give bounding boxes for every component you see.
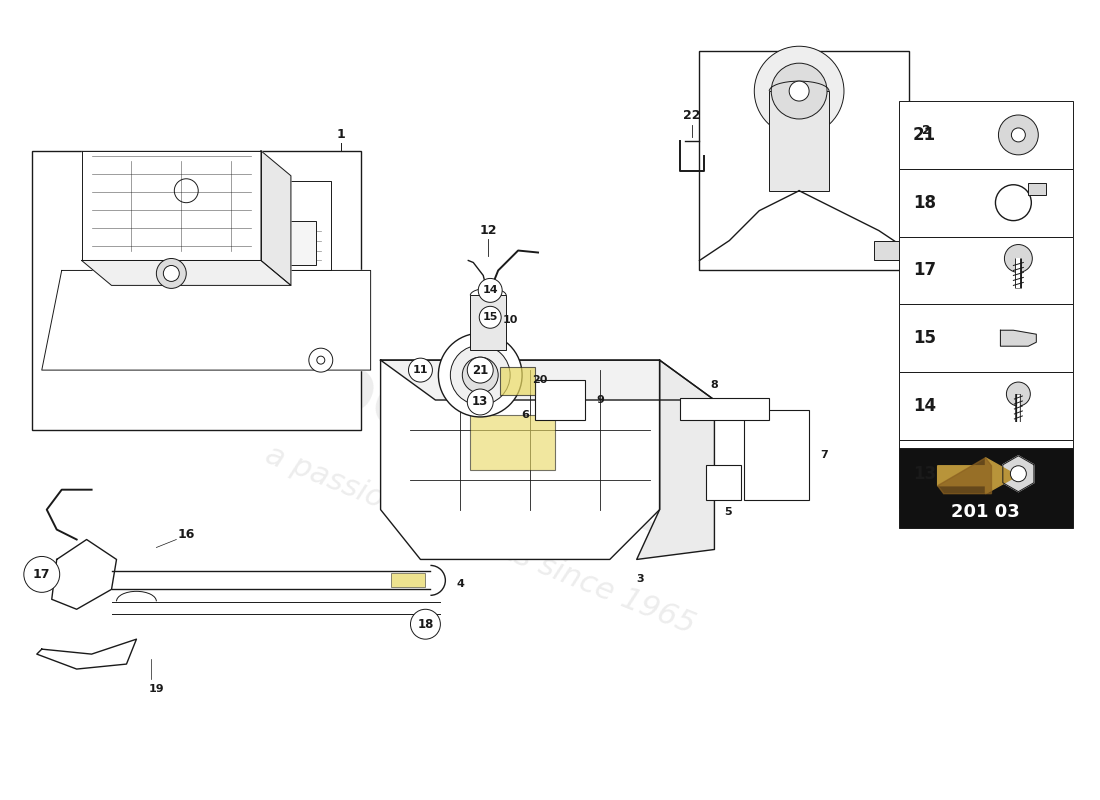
Text: 18: 18 [913,194,936,212]
Bar [471,295,506,350]
Text: eurocarparts: eurocarparts [178,291,722,569]
Bar [500,367,535,395]
Text: 8: 8 [711,380,718,390]
Polygon shape [1003,456,1034,492]
Text: 5: 5 [725,506,733,517]
Bar [390,574,426,587]
Circle shape [439,334,522,417]
Text: 14: 14 [913,397,936,415]
Bar [706,465,741,500]
Text: 9: 9 [596,395,604,405]
Polygon shape [111,181,331,270]
Polygon shape [42,270,371,370]
Text: 201 03: 201 03 [952,502,1020,521]
Polygon shape [52,539,117,610]
Text: 22: 22 [683,110,701,122]
Circle shape [468,357,493,383]
Bar [899,440,1074,508]
Polygon shape [381,360,660,559]
Text: 17: 17 [913,262,936,279]
Text: 7: 7 [821,450,828,460]
Text: 17: 17 [33,568,51,581]
Bar [899,169,1074,237]
Text: a passion for parts since 1965: a passion for parts since 1965 [261,440,700,639]
Circle shape [468,389,493,415]
Text: 18: 18 [417,618,433,630]
Polygon shape [381,360,714,400]
Bar [535,380,585,420]
Polygon shape [261,151,290,286]
Text: 11: 11 [412,365,428,375]
Text: 15: 15 [913,330,936,347]
Bar [769,91,829,190]
Bar [899,237,1074,304]
Text: 16: 16 [177,528,195,541]
Circle shape [462,357,498,393]
Circle shape [771,63,827,119]
Bar [899,304,1074,372]
Text: 21: 21 [472,364,488,377]
Text: 12: 12 [480,224,497,237]
Circle shape [410,610,440,639]
Bar [899,448,1074,527]
Text: 20: 20 [532,375,548,385]
Circle shape [478,278,503,302]
Bar [899,372,1074,440]
Text: 6: 6 [521,410,529,420]
Text: 10: 10 [503,315,518,326]
Circle shape [317,356,324,364]
Circle shape [480,306,502,328]
Circle shape [1006,382,1031,406]
Polygon shape [937,458,1018,494]
Text: 19: 19 [148,684,164,694]
Circle shape [789,81,810,101]
Circle shape [174,178,198,202]
Circle shape [1011,128,1025,142]
Text: 2: 2 [922,125,931,138]
Text: 13: 13 [913,465,936,482]
Text: 4: 4 [456,579,464,590]
Circle shape [164,169,208,213]
Bar [899,101,1074,169]
Bar [1028,182,1046,194]
Bar [261,221,316,266]
Bar [680,398,769,420]
Circle shape [1011,466,1026,482]
Polygon shape [937,458,991,494]
Bar [873,241,904,261]
Text: 13: 13 [472,395,488,409]
Bar [471,415,556,470]
Polygon shape [637,360,714,559]
Bar [745,410,810,500]
Text: 21: 21 [913,126,936,144]
Polygon shape [81,151,261,261]
Circle shape [450,345,510,405]
Circle shape [999,115,1038,155]
Bar [32,151,361,430]
Circle shape [24,557,59,592]
Circle shape [163,266,179,282]
Text: 1: 1 [337,129,345,142]
Text: 14: 14 [483,286,498,295]
Circle shape [309,348,333,372]
Circle shape [1004,245,1032,273]
Circle shape [156,258,186,288]
Bar [700,51,909,270]
Text: 3: 3 [636,574,644,584]
Text: 15: 15 [483,312,498,322]
Circle shape [408,358,432,382]
Circle shape [755,46,844,136]
Polygon shape [1000,330,1036,346]
Polygon shape [81,261,290,286]
Polygon shape [36,639,136,669]
